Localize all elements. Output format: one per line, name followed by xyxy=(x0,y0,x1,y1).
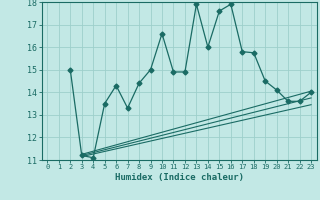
X-axis label: Humidex (Indice chaleur): Humidex (Indice chaleur) xyxy=(115,173,244,182)
